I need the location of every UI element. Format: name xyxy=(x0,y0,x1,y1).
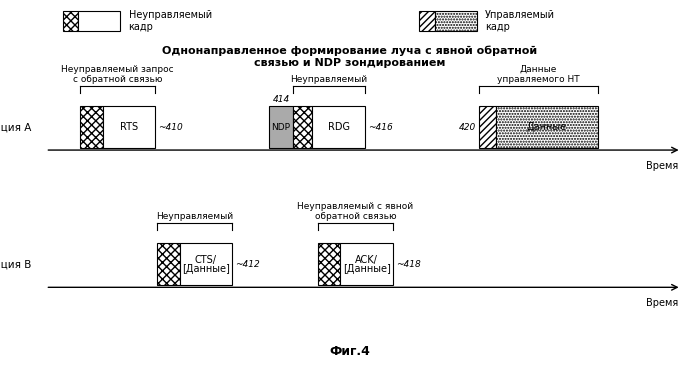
Text: ACK/: ACK/ xyxy=(355,255,378,265)
Bar xyxy=(340,243,393,285)
Text: Данные
управляемого НТ: Данные управляемого НТ xyxy=(497,65,579,84)
Text: 420: 420 xyxy=(459,123,476,132)
Text: Время: Время xyxy=(646,161,678,171)
Bar xyxy=(435,11,477,31)
Text: CTS/: CTS/ xyxy=(195,255,217,265)
Text: Данные: Данные xyxy=(527,122,567,132)
Text: 414: 414 xyxy=(273,95,289,104)
Bar xyxy=(103,106,155,148)
Text: ~412: ~412 xyxy=(235,260,259,269)
Text: NDP: NDP xyxy=(271,123,291,132)
Bar xyxy=(269,106,293,148)
Text: Неуправляемый с явной
обратной связью: Неуправляемый с явной обратной связью xyxy=(297,202,414,221)
Bar xyxy=(312,106,365,148)
Text: Однонаправленное формирование луча с явной обратной
связью и NDP зондированием: Однонаправленное формирование луча с явн… xyxy=(162,46,537,68)
Bar xyxy=(180,243,232,285)
Text: Неуправляемый запрос
с обратной связью: Неуправляемый запрос с обратной связью xyxy=(62,65,174,84)
Text: Станция В: Станция В xyxy=(0,259,31,269)
Bar xyxy=(63,11,78,31)
Text: [Данные]: [Данные] xyxy=(343,264,391,274)
Text: ~418: ~418 xyxy=(396,260,420,269)
Text: ~416: ~416 xyxy=(368,123,392,132)
Bar xyxy=(318,243,340,285)
Bar xyxy=(496,106,598,148)
Text: Станция А: Станция А xyxy=(0,122,31,132)
Text: RDG: RDG xyxy=(328,122,350,132)
Text: Неуправляемый: Неуправляемый xyxy=(290,75,368,84)
Text: Управляемый
кадр: Управляемый кадр xyxy=(485,10,555,32)
Text: Фиг.4: Фиг.4 xyxy=(329,345,370,358)
Text: Неуправляемый
кадр: Неуправляемый кадр xyxy=(129,10,212,32)
Bar xyxy=(80,106,103,148)
Text: RTS: RTS xyxy=(120,122,138,132)
Text: Неуправляемый: Неуправляемый xyxy=(156,212,233,221)
Bar xyxy=(293,106,312,148)
Bar xyxy=(419,11,435,31)
Bar xyxy=(78,11,120,31)
Text: [Данные]: [Данные] xyxy=(182,264,230,274)
Text: Время: Время xyxy=(646,298,678,308)
Text: ~410: ~410 xyxy=(158,123,182,132)
Bar xyxy=(479,106,496,148)
Bar xyxy=(157,243,180,285)
